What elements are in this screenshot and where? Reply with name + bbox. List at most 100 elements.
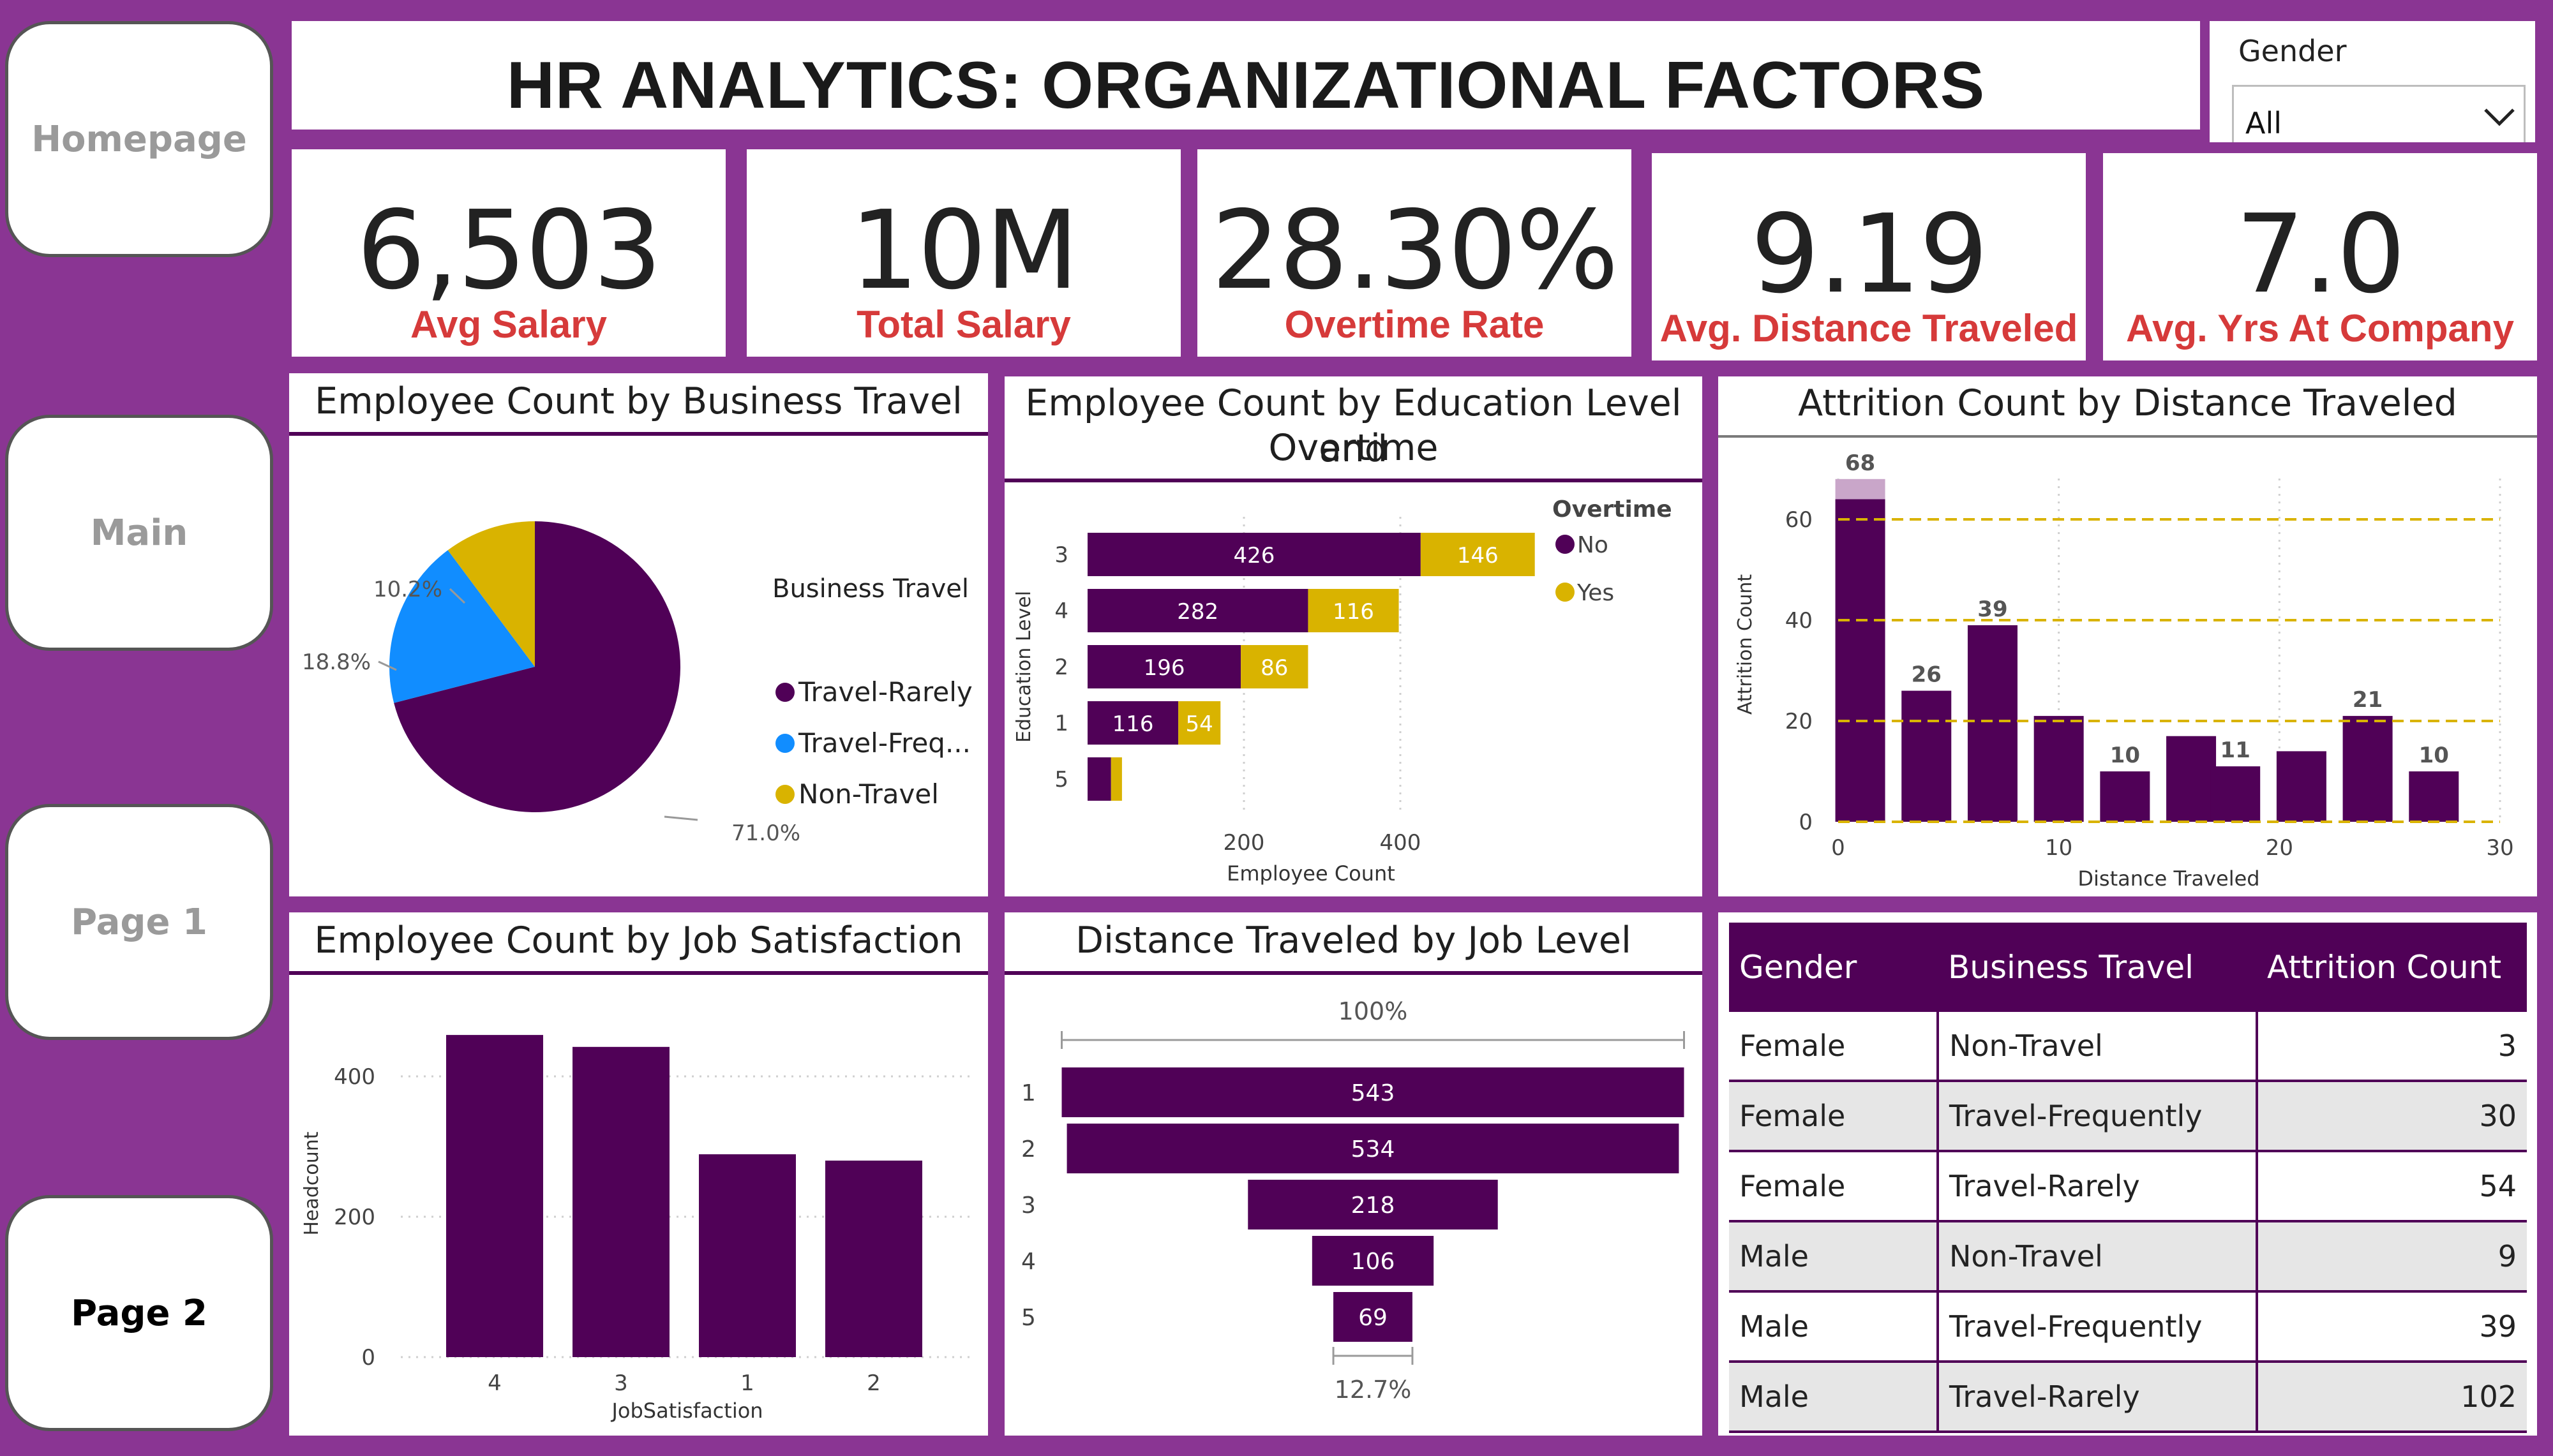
y-tick-label: 5 — [1054, 767, 1068, 792]
funnel-chart: 100% 543 1 534 2 218 3 106 4 69 5 12.7% — [1021, 997, 1685, 1404]
legend-marker — [1555, 583, 1575, 602]
legend-marker — [775, 734, 795, 753]
funnel-bottom-label: 12.7% — [1335, 1376, 1412, 1404]
gender-slicer: Gender All — [2210, 21, 2535, 142]
kpi-card-overtime-rate: 28.30% Overtime Rate — [1197, 149, 1631, 357]
kpi-label: Avg. Yrs At Company — [2126, 307, 2514, 350]
column-bar — [699, 1154, 796, 1357]
cell-attrition-count: 54 — [2257, 1151, 2527, 1222]
table-header-row: Gender Business Travel Attrition Count — [1729, 923, 2527, 1012]
bar-data-label: 10 — [2419, 743, 2449, 768]
funnel-data-label: 106 — [1351, 1249, 1395, 1275]
cell-business-travel: Travel-Frequently — [1938, 1291, 2258, 1363]
y-axis-title: Headcount — [301, 1131, 323, 1235]
legend-item: Travel-Freq... — [798, 727, 971, 759]
x-tick-label: 20 — [2266, 835, 2293, 861]
bar-data-label: 116 — [1112, 711, 1154, 737]
cell-gender: Female — [1729, 1151, 1939, 1222]
kpi-label: Avg. Distance Traveled — [1659, 307, 2078, 350]
cell-attrition-count: 9 — [2257, 1221, 2527, 1293]
x-tick-label: 200 — [1224, 830, 1265, 856]
table-row: Female Non-Travel 3 — [1729, 1012, 2527, 1082]
nav-homepage-button[interactable]: Homepage — [5, 21, 273, 257]
column-header-business-travel[interactable]: Business Travel — [1938, 923, 2257, 1012]
y-tick-label: 0 — [361, 1345, 375, 1371]
pie-leader-line — [378, 660, 397, 671]
funnel-top-label: 100% — [1338, 997, 1408, 1025]
pie-data-label: 71.0% — [731, 821, 800, 846]
column-bar — [2166, 736, 2217, 822]
pie-data-label: 10.2% — [373, 577, 442, 602]
funnel-category-label: 5 — [1021, 1305, 1036, 1331]
x-axis-title: Employee Count — [1227, 861, 1395, 886]
bar-segment-no — [1088, 701, 1179, 745]
x-tick-label: 10 — [2045, 835, 2072, 861]
cell-gender: Male — [1729, 1362, 1939, 1433]
y-tick-label: 400 — [334, 1064, 375, 1090]
kpi-label: Total Salary — [857, 303, 1071, 346]
legend-marker — [775, 683, 795, 702]
bar-segment-yes — [1420, 533, 1535, 576]
pie-chart: 71.0% 18.8% 10.2% Travel-Rarely Travel-Freq.… — [302, 521, 973, 846]
visual-title: Employee Count by Business Travel — [315, 380, 962, 422]
attrition-table-visual: Gender Business Travel Attrition Count F… — [1718, 912, 2537, 1436]
legend-item: Yes — [1576, 580, 1614, 606]
title-underline — [1005, 971, 1702, 975]
cell-gender: Female — [1729, 1012, 1939, 1082]
legend-title: Overtime — [1552, 496, 1672, 523]
kpi-label: Overtime Rate — [1284, 303, 1545, 346]
kpi-label: Avg Salary — [410, 303, 607, 346]
column-chart: 0 200 400 4 3 1 2 JobSatisfaction Headcount — [301, 1035, 972, 1423]
visual-title-line2: Overtime — [1268, 427, 1439, 469]
x-tick-label: 0 — [1831, 835, 1845, 861]
column-bar — [573, 1046, 670, 1357]
title-underline — [289, 971, 988, 975]
bar-segment-yes — [1241, 645, 1308, 688]
funnel-data-label: 543 — [1351, 1080, 1395, 1106]
x-tick-label: 400 — [1380, 830, 1421, 856]
x-tick-label: 30 — [2486, 835, 2513, 861]
column-bar — [2409, 771, 2459, 822]
column-header-attrition-count[interactable]: Attrition Count — [2257, 923, 2527, 1012]
education-overtime-visual: Employee Count by Education Level and Ov… — [1005, 376, 1702, 896]
cell-gender: Male — [1729, 1291, 1939, 1363]
cell-gender: Male — [1729, 1221, 1939, 1293]
funnel-category-label: 1 — [1021, 1080, 1036, 1106]
legend-item: Travel-Rarely — [798, 676, 973, 708]
nav-page2-button[interactable]: Page 2 — [5, 1195, 273, 1431]
job-satisfaction-visual: Employee Count by Job Satisfaction 0 200 4… — [289, 912, 988, 1436]
pie-data-label: 18.8% — [302, 650, 371, 675]
gender-dropdown[interactable]: All — [2232, 85, 2526, 142]
distance-joblevel-visual: Distance Traveled by Job Level 100% 543 1 5… — [1005, 912, 1702, 1436]
table-row: Male Travel-Frequently 39 — [1729, 1291, 2527, 1363]
x-axis-title: JobSatisfaction — [610, 1399, 763, 1423]
table-container: Gender Business Travel Attrition Count F… — [1729, 923, 2527, 1433]
bar-data-label: 68 — [1845, 450, 1875, 476]
bar-segment-yes — [1178, 701, 1221, 745]
legend-title: Business Travel — [772, 574, 970, 604]
table-row: Male Non-Travel 9 — [1729, 1221, 2527, 1293]
column-header-gender[interactable]: Gender — [1729, 923, 1938, 1012]
nav-main-button[interactable]: Main — [5, 415, 273, 651]
x-tick-label: 4 — [488, 1371, 502, 1396]
cell-business-travel: Non-Travel — [1938, 1221, 2258, 1293]
pie-slice-travel-frequently — [389, 550, 535, 703]
funnel-data-label: 218 — [1351, 1192, 1395, 1219]
legend-marker — [775, 785, 795, 804]
kpi-value: 7.0 — [2235, 191, 2406, 318]
kpi-value: 10M — [850, 188, 1079, 314]
bar-data-label: 21 — [2353, 687, 2383, 713]
business-travel-visual: Employee Count by Business Travel 71.0% 1… — [289, 373, 988, 896]
bar-data-label: 426 — [1233, 543, 1275, 568]
page-title: HR ANALYTICS: ORGANIZATIONAL FACTORS — [506, 48, 1986, 123]
kpi-card-total-salary: 10M Total Salary — [747, 149, 1181, 357]
title-underline — [289, 432, 988, 436]
cell-business-travel: Travel-Rarely — [1938, 1362, 2258, 1433]
cell-business-travel: Non-Travel — [1938, 1012, 2258, 1082]
stacked-bar-chart: 200 400 3 426 146 4 282 116 2 196 86 1 116 54 5 Employe… — [1013, 496, 1672, 886]
table-row: Female Travel-Frequently 30 — [1729, 1081, 2527, 1152]
column-bar — [2342, 716, 2393, 822]
nav-page1-button[interactable]: Page 1 — [5, 804, 273, 1040]
column-bar — [2100, 771, 2150, 822]
